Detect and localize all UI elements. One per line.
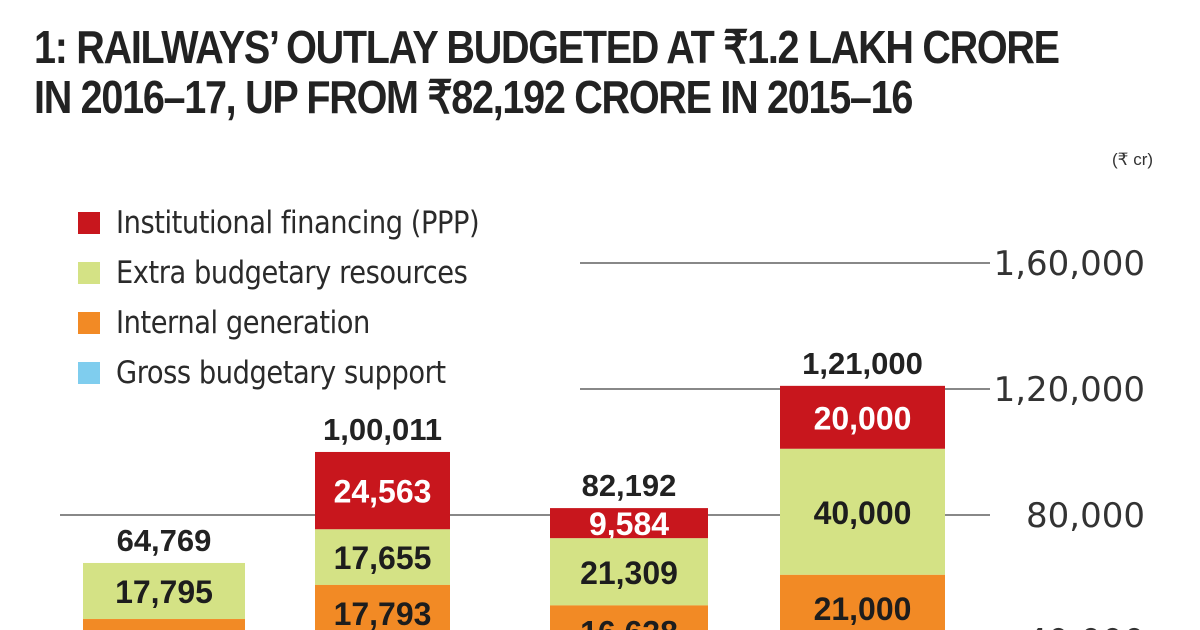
- chart-title-line-2: IN 2016–17, UP FROM ₹82,192 CRORE IN 201…: [34, 71, 913, 123]
- bars: 17,795 64,769 24,563 17,655 17,793 1,00,011 9,…: [83, 346, 945, 630]
- bar-segment-ebr: [780, 448, 945, 575]
- bar-2: 24,563 17,655 17,793 1,00,011: [315, 412, 450, 630]
- y-axis-ticks: 40,000 80,000 1,20,000 1,60,000: [994, 244, 1145, 630]
- chart-title: 1: RAILWAYS’ OUTLAY BUDGETED AT ₹1.2 LAK…: [34, 21, 1060, 123]
- bar-total-label: 1,21,000: [802, 346, 923, 381]
- bar-segment-ebr: [550, 538, 708, 606]
- bar-segment-ebr: [315, 529, 450, 585]
- legend-swatch-ebr: [78, 262, 100, 284]
- segment-value-label: 16,638: [580, 615, 678, 630]
- bar-segment-internal: [550, 605, 708, 630]
- bar-total-label: 64,769: [117, 523, 212, 558]
- legend: Institutional financing (PPP) Extra budg…: [78, 198, 529, 398]
- legend-swatch-gbs: [78, 362, 100, 384]
- segment-value-label: 17,795: [115, 574, 213, 610]
- legend-label-internal: Internal generation: [116, 305, 370, 341]
- segment-value-label: 9,584: [589, 506, 669, 542]
- unit-label: (₹ cr): [1112, 150, 1154, 169]
- segment-value-label: 21,000: [814, 591, 912, 627]
- segment-value-label: 21,309: [580, 555, 678, 591]
- legend-item-gbs: Gross budgetary support: [78, 348, 529, 398]
- bar-total-label: 1,00,011: [323, 412, 442, 447]
- bar-4: 20,000 40,000 21,000 1,21,000: [780, 346, 945, 630]
- legend-swatch-ppp: [78, 212, 100, 234]
- bar-segment-ppp: [315, 451, 450, 530]
- legend-item-ppp: Institutional financing (PPP): [78, 198, 529, 248]
- y-tick-label: 1,60,000: [994, 244, 1145, 284]
- chart-title-line-1: 1: RAILWAYS’ OUTLAY BUDGETED AT ₹1.2 LAK…: [34, 21, 1060, 73]
- legend-item-internal: Internal generation: [78, 298, 529, 348]
- bar-segment-internal: [315, 584, 450, 630]
- bar-1: 17,795 64,769: [83, 523, 245, 630]
- legend-item-ebr: Extra budgetary resources: [78, 248, 529, 298]
- bar-3: 9,584 21,309 16,638 82,192: [550, 468, 708, 630]
- bar-segment-ppp: [550, 508, 708, 539]
- bar-total-label: 82,192: [582, 468, 677, 503]
- y-tick-label: 1,20,000: [994, 370, 1145, 410]
- y-tick-label: 40,000: [1026, 622, 1145, 630]
- segment-value-label: 20,000: [814, 400, 912, 436]
- bar-segment-internal: [83, 619, 245, 630]
- legend-label-ebr: Extra budgetary resources: [116, 255, 468, 291]
- segment-value-label: 40,000: [814, 495, 912, 531]
- legend-swatch-internal: [78, 312, 100, 334]
- y-tick-label: 80,000: [1026, 496, 1145, 536]
- legend-label-ppp: Institutional financing (PPP): [116, 205, 480, 241]
- segment-value-label: 17,655: [334, 540, 432, 576]
- legend-label-gbs: Gross budgetary support: [116, 355, 446, 391]
- bar-segment-ebr: [83, 562, 245, 620]
- bar-segment-internal: [780, 574, 945, 630]
- segment-value-label: 17,793: [334, 596, 432, 630]
- bar-segment-ppp: [780, 385, 945, 449]
- segment-value-label: 24,563: [334, 474, 432, 510]
